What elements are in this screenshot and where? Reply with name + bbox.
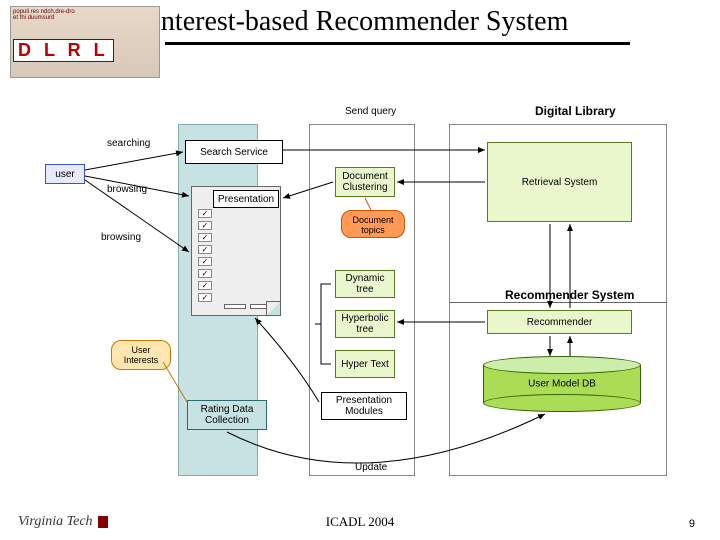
footer-page-number: 9 [689,518,695,530]
node-user: user [45,164,85,184]
dlrl-logo-text: D L R L [13,39,114,62]
architecture-diagram: Send query Digital Library Recommender S… [45,102,677,480]
node-presentation-modules: Presentation Modules [321,392,407,420]
callout-document-topics: Document topics [341,210,405,238]
node-dynamic-tree: Dynamic tree [335,270,395,298]
node-retrieval-system: Retrieval System [487,142,632,222]
label-send-query: Send query [345,106,396,117]
node-hyperbolic-tree: Hyperbolic tree [335,310,395,338]
label-browsing-2: browsing [101,232,141,243]
cylinder-label: User Model DB [483,379,641,390]
node-hyper-text: Hyper Text [335,350,395,378]
title-underline [165,42,630,45]
node-rating-data-collection: Rating Data Collection [187,400,267,430]
label-browsing-1: browsing [107,184,147,195]
label-update: Update [355,462,387,473]
footer-venue: ICADL 2004 [0,514,720,530]
node-presentation: Presentation [213,190,279,208]
label-digital-library: Digital Library [535,104,616,118]
label-recommender-system: Recommender System [505,288,634,302]
label-searching: searching [107,138,150,149]
node-search-service: Search Service [185,140,283,164]
callout-user-interests: User Interests [111,340,171,370]
node-user-model-db: User Model DB [483,356,641,412]
node-document-clustering: Document Clustering [335,167,395,197]
dlrl-logo: populi res ndch,dre-droet thi duumsurd D… [10,6,160,78]
node-recommender: Recommender [487,310,632,334]
section-divider [449,302,667,303]
